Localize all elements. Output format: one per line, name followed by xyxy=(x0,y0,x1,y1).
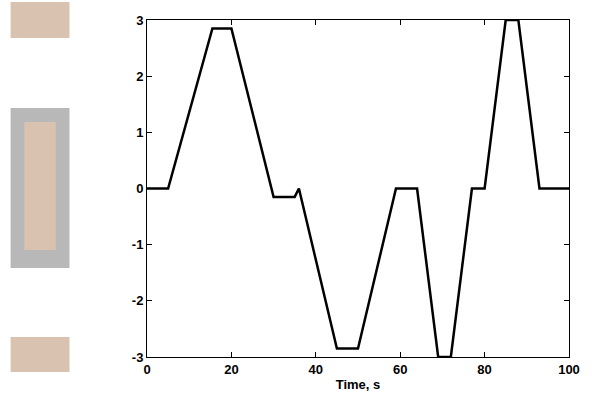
svg-text:20: 20 xyxy=(224,362,238,377)
svg-text:60: 60 xyxy=(393,362,407,377)
svg-text:0: 0 xyxy=(136,181,143,196)
svg-text:-3: -3 xyxy=(132,350,144,365)
svg-text:1: 1 xyxy=(136,125,143,140)
svg-text:40: 40 xyxy=(309,362,323,377)
svg-text:2: 2 xyxy=(136,69,143,84)
svg-text:0: 0 xyxy=(143,362,150,377)
svg-text:3: 3 xyxy=(136,13,143,28)
svg-text:-1: -1 xyxy=(132,237,144,252)
svg-text:100: 100 xyxy=(558,362,580,377)
svg-text:80: 80 xyxy=(477,362,491,377)
svg-text:-2: -2 xyxy=(132,293,144,308)
svg-text:Time, s: Time, s xyxy=(336,377,381,392)
